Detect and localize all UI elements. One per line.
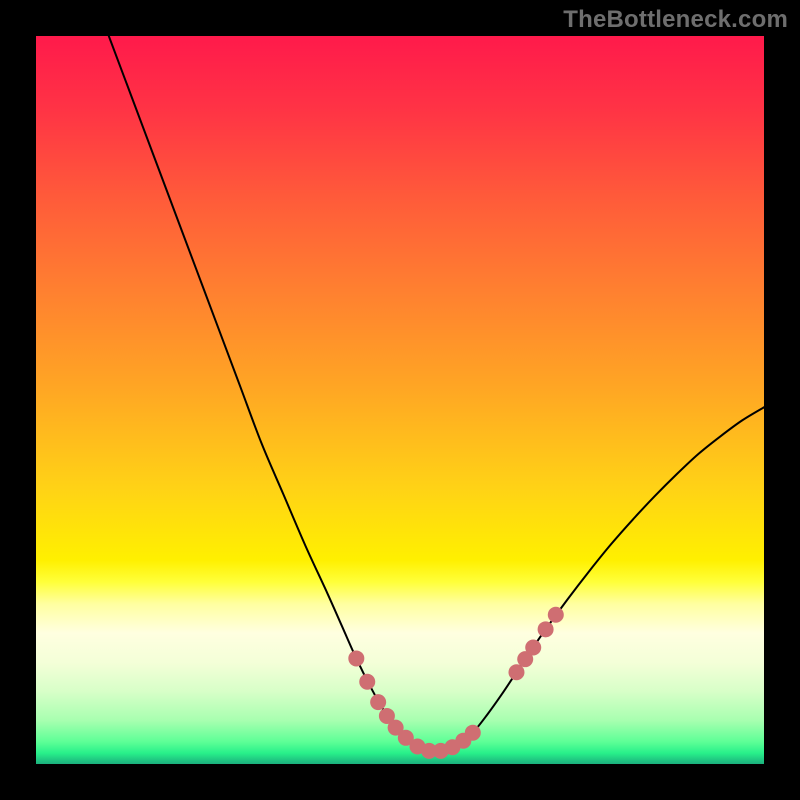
highlight-marker	[359, 674, 375, 690]
highlight-marker	[508, 664, 524, 680]
gradient-background	[36, 36, 764, 764]
chart-frame: TheBottleneck.com	[0, 0, 800, 800]
watermark-label: TheBottleneck.com	[563, 6, 788, 34]
highlight-marker	[370, 694, 386, 710]
highlight-marker	[348, 650, 364, 666]
plot-svg	[36, 36, 764, 764]
highlight-marker	[548, 607, 564, 623]
highlight-marker	[525, 640, 541, 656]
highlight-marker	[538, 621, 554, 637]
plot-area	[36, 36, 764, 764]
highlight-marker	[465, 725, 481, 741]
